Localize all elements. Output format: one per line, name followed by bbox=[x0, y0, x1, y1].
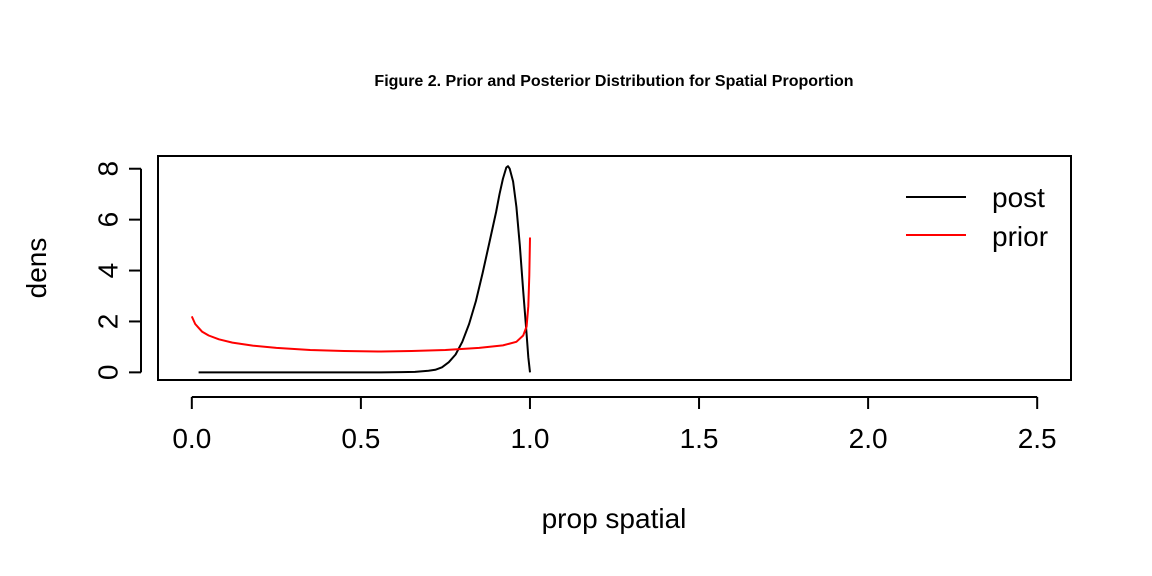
y-tick-label: 0 bbox=[92, 365, 123, 381]
y-tick-label: 8 bbox=[92, 161, 123, 177]
y-tick-label: 4 bbox=[92, 263, 123, 279]
y-axis: 0 2 4 6 8 bbox=[92, 161, 142, 381]
x-axis-label: prop spatial bbox=[542, 503, 687, 534]
x-tick-label: 2.5 bbox=[1018, 423, 1057, 454]
legend-label-post: post bbox=[992, 182, 1045, 213]
chart-title: Figure 2. Prior and Posterior Distributi… bbox=[374, 73, 853, 90]
series-line-prior bbox=[190, 237, 531, 353]
x-tick-label: 1.5 bbox=[680, 423, 719, 454]
x-tick-label: 0.5 bbox=[341, 423, 380, 454]
x-tick-label: 0.0 bbox=[172, 423, 211, 454]
series-layer bbox=[190, 165, 531, 374]
y-tick-label: 6 bbox=[92, 212, 123, 228]
plot-frame bbox=[157, 155, 1072, 381]
x-axis: 0.0 0.5 1.0 1.5 2.0 2.5 bbox=[172, 396, 1057, 454]
x-tick-label: 2.0 bbox=[849, 423, 888, 454]
legend-label-prior: prior bbox=[992, 221, 1048, 252]
y-axis-label: dens bbox=[21, 238, 52, 299]
x-tick-label: 1.0 bbox=[510, 423, 549, 454]
legend: post prior bbox=[906, 182, 1048, 252]
y-tick-label: 2 bbox=[92, 314, 123, 330]
series-line-post bbox=[198, 165, 531, 374]
